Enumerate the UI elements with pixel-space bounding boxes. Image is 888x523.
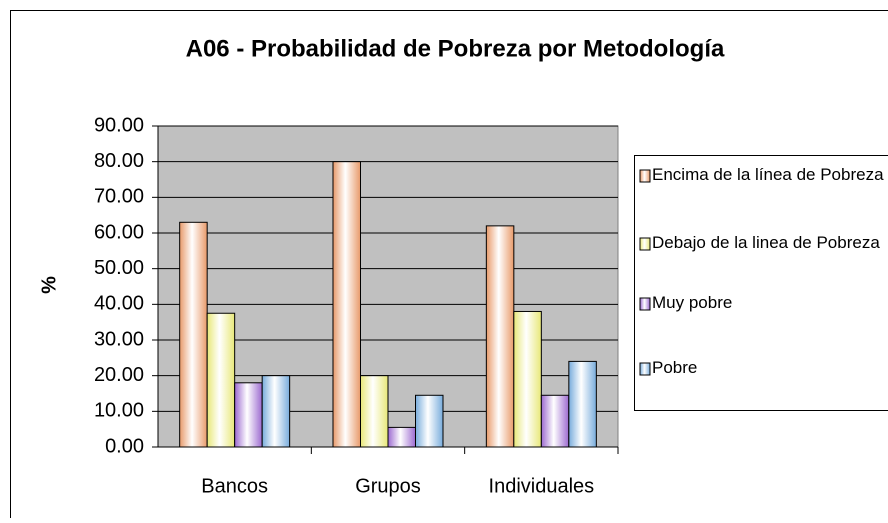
bar [541,395,569,447]
legend-label: Encima de la línea de Pobreza [652,163,886,187]
y-axis-label: % [38,276,60,294]
y-tick-label: 50.00 [94,257,144,279]
y-tick-label: 40.00 [94,293,144,315]
legend-label: Debajo de la linea de Pobreza [652,231,886,255]
y-tick-label: 30.00 [94,328,144,350]
y-tick-label: 60.00 [94,221,144,243]
bar [207,313,235,447]
legend-swatch [640,238,650,250]
legend-entry: Debajo de la linea de Pobreza [652,231,886,291]
y-tick-label: 90.00 [94,114,144,136]
legend-label: Muy pobre [652,291,886,315]
bar [333,162,361,447]
y-tick-label: 80.00 [94,150,144,172]
bar [486,226,514,447]
y-tick-label: 10.00 [94,400,144,422]
legend-entry: Muy pobre [652,291,886,351]
bar [180,222,208,447]
x-tick-label: Individuales [489,475,595,497]
bar [235,383,263,447]
bar [388,427,416,447]
bar [569,361,597,447]
bar [416,395,444,447]
y-tick-label: 70.00 [94,186,144,208]
legend-swatch [640,298,650,310]
legend-entry: Pobre [652,356,886,416]
legend-label: Pobre [652,356,886,380]
x-tick-label: Bancos [201,475,268,497]
chart-title: A06 - Probabilidad de Pobreza por Metodo… [186,35,725,62]
bar [361,376,389,447]
x-tick-label: Grupos [355,475,421,497]
bar [262,376,290,447]
legend-swatch [640,363,650,375]
y-tick-label: 0.00 [105,435,144,457]
bar [514,311,542,447]
y-tick-label: 20.00 [94,364,144,386]
legend-swatch [640,170,650,182]
legend-entry: Encima de la línea de Pobreza [652,163,886,223]
